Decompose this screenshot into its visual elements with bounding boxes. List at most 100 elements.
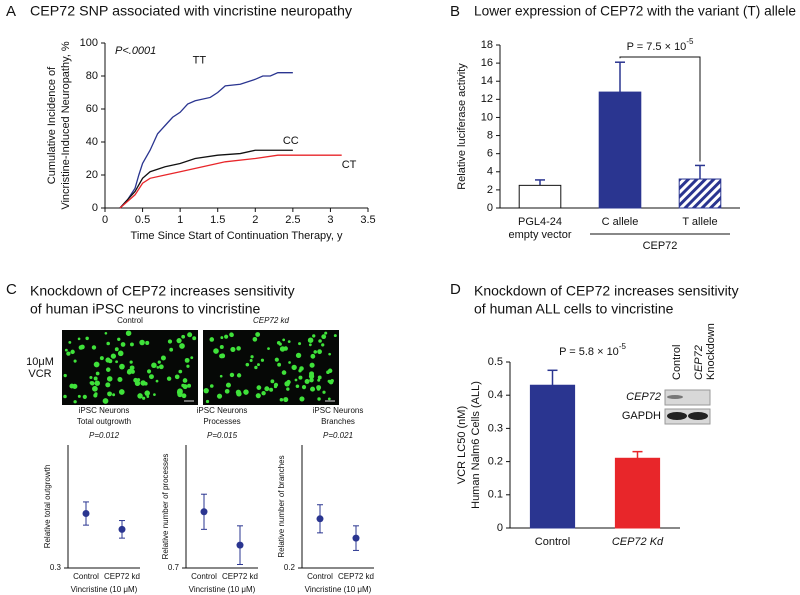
cell [229, 372, 235, 378]
cell [91, 345, 97, 350]
y-tick-label: 20 [86, 169, 98, 181]
cell [140, 380, 146, 386]
cell [317, 349, 322, 355]
row-label: VCR [28, 368, 51, 380]
cell [288, 361, 291, 364]
x-tick-label: 1.5 [210, 214, 225, 226]
cell [99, 356, 104, 361]
cell [166, 376, 172, 381]
cell [209, 384, 214, 388]
cell [134, 380, 141, 387]
cell [73, 400, 77, 404]
cell [224, 388, 230, 394]
cell [229, 332, 234, 337]
y-axis-label: Human Nalm6 Cells (ALL) [470, 381, 482, 509]
cell [178, 369, 183, 374]
cell [155, 379, 159, 383]
cell [274, 357, 279, 362]
cell [153, 393, 156, 396]
cell [108, 358, 113, 364]
cell [249, 358, 253, 362]
series-label: TT [193, 55, 207, 67]
cell [318, 339, 322, 343]
y-tick-label: 0.3 [488, 422, 503, 434]
p-value-exponent: -5 [619, 342, 627, 351]
cell [283, 397, 289, 403]
cell [93, 361, 100, 368]
band [688, 412, 708, 420]
cell [308, 343, 312, 347]
x-tick-label: 3.5 [360, 214, 375, 226]
cell [187, 332, 193, 338]
x-tick-label: 2 [252, 214, 258, 226]
x-tick-label: Control [307, 572, 333, 581]
y-tick-label: 0.3 [50, 563, 62, 572]
chart-title: Knockdown of CEP72 increases sensitivity [474, 283, 739, 299]
cell [236, 391, 242, 397]
cell [158, 364, 164, 370]
cell [129, 365, 135, 371]
cell [72, 383, 78, 389]
cell [160, 355, 166, 361]
x-tick-label: empty vector [509, 229, 572, 241]
point [316, 515, 324, 523]
point [82, 510, 90, 518]
x-tick-label: PGL4-24 [518, 216, 562, 228]
cell [255, 332, 261, 337]
cell [298, 342, 302, 346]
cell [209, 337, 215, 342]
cell [273, 384, 278, 389]
cell [310, 353, 316, 359]
cell [282, 338, 286, 342]
series-line [119, 72, 293, 209]
cell [107, 391, 112, 397]
cell [245, 362, 250, 367]
series-label: CC [283, 135, 299, 147]
cell [328, 352, 331, 356]
cell [146, 395, 150, 398]
cell [66, 351, 71, 356]
cell [269, 387, 274, 392]
y-tick-label: 18 [481, 39, 493, 51]
cell [129, 360, 133, 364]
cell [220, 336, 224, 340]
x-axis-label: Time Since Start of Continuation Therapy… [131, 230, 343, 242]
cell [151, 362, 157, 369]
x-tick-label: CEP72 kd [104, 572, 140, 581]
bar [678, 178, 722, 209]
y-tick-label: 0.7 [168, 563, 180, 572]
cell [184, 357, 190, 363]
cell [112, 393, 116, 397]
cell [106, 376, 113, 382]
cell [250, 355, 254, 359]
cell [192, 336, 197, 341]
cell [118, 389, 125, 395]
x-tick-label: CEP72 Kd [612, 536, 664, 548]
cell [216, 393, 223, 399]
cell [279, 397, 284, 402]
x-tick-label: 0.5 [135, 214, 150, 226]
cell [257, 363, 260, 367]
y-tick-label: 0 [487, 202, 493, 214]
cell [264, 386, 270, 392]
x-tick-label: 1 [177, 214, 183, 226]
cell [255, 393, 261, 399]
cell [309, 377, 314, 383]
x-tick-label: CEP72 kd [222, 572, 258, 581]
cell [139, 339, 145, 346]
cell [77, 394, 81, 398]
cell [254, 365, 258, 370]
panel-title: of human iPSC neurons to vincristine [30, 301, 261, 317]
cell [301, 385, 307, 390]
cell [157, 360, 161, 364]
y-axis-label: Cumulative Incidence of [46, 66, 58, 184]
cell [295, 384, 300, 389]
blot [664, 389, 711, 406]
cell [186, 364, 190, 368]
y-axis-label: Relative number of branches [277, 455, 286, 557]
y-tick-label: 16 [481, 57, 493, 69]
x-tick-label: 0 [102, 214, 108, 226]
y-axis-label: Relative total outgrowth [43, 465, 52, 549]
y-tick-label: 80 [86, 70, 98, 82]
y-tick-label: 12 [481, 93, 493, 105]
